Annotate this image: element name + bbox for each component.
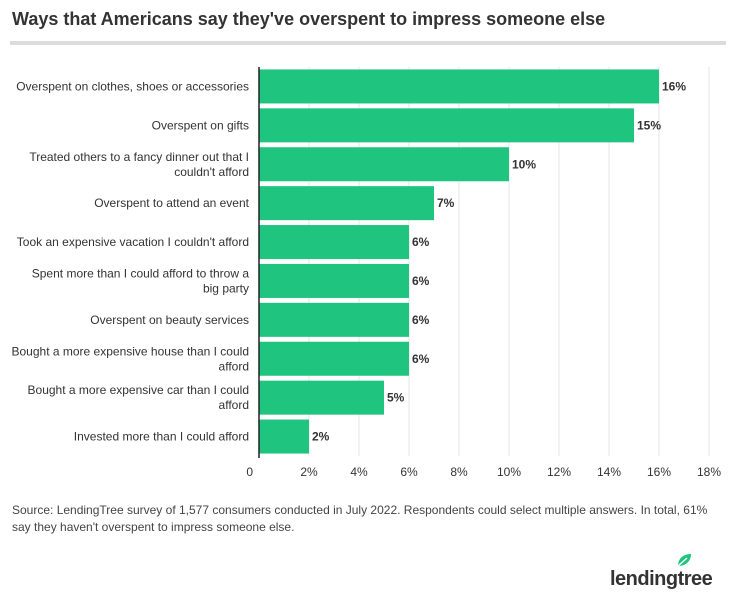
category-label: couldn't afford	[174, 165, 249, 179]
bar	[259, 69, 659, 104]
bar	[259, 302, 409, 337]
category-label: Treated others to a fancy dinner out tha…	[29, 150, 249, 164]
bar	[259, 419, 309, 454]
bar	[259, 380, 384, 415]
x-tick-label: 2%	[300, 465, 318, 479]
leaf-icon	[677, 554, 691, 567]
category-label: Spent more than I could afford to throw …	[32, 266, 250, 280]
bar-chart: 16% Overspent on clothes, shoes or access…	[12, 67, 721, 479]
bar	[259, 186, 434, 221]
category-label: Overspent on clothes, shoes or accessori…	[16, 79, 249, 93]
value-label: 7%	[437, 196, 455, 210]
chart-title: Ways that Americans say they've overspen…	[12, 9, 606, 29]
category-label: Bought a more expensive house than I cou…	[12, 344, 250, 358]
value-label: 5%	[387, 391, 405, 405]
bar	[259, 263, 409, 298]
value-label: 6%	[412, 274, 430, 288]
bar	[259, 341, 409, 376]
value-label: 16%	[662, 79, 686, 93]
category-label: Invested more than I could afford	[74, 430, 249, 444]
category-label: afford	[219, 398, 249, 412]
bar	[259, 108, 634, 143]
category-label: Bought a more expensive car than I could	[28, 383, 249, 397]
category-label: Overspent on beauty services	[90, 313, 249, 327]
category-label: Overspent on gifts	[152, 118, 249, 132]
lendingtree-logo: lendingtree	[610, 553, 720, 593]
value-label: 15%	[637, 118, 661, 132]
title-divider	[10, 41, 726, 45]
category-label: Took an expensive vacation I couldn't af…	[17, 235, 249, 249]
bar	[259, 225, 409, 260]
x-tick-label: 10%	[497, 465, 521, 479]
value-label: 6%	[412, 313, 430, 327]
value-label: 2%	[312, 430, 330, 444]
x-tick-label: 12%	[547, 465, 571, 479]
value-label: 6%	[412, 352, 430, 366]
brand-name: lendingtree	[610, 568, 713, 590]
category-label: big party	[203, 281, 249, 295]
x-tick-label: 18%	[697, 465, 721, 479]
source-note: Source: LendingTree survey of 1,577 cons…	[12, 503, 708, 534]
x-tick-label: 8%	[450, 465, 468, 479]
x-tick-label: 0	[246, 465, 253, 479]
x-tick-label: 16%	[647, 465, 671, 479]
value-label: 6%	[412, 235, 430, 249]
category-label: afford	[219, 359, 249, 373]
category-label: Overspent to attend an event	[94, 196, 249, 210]
value-label: 10%	[512, 157, 536, 171]
x-tick-label: 6%	[400, 465, 418, 479]
x-tick-label: 4%	[350, 465, 368, 479]
bar	[259, 147, 509, 182]
x-tick-label: 14%	[597, 465, 621, 479]
